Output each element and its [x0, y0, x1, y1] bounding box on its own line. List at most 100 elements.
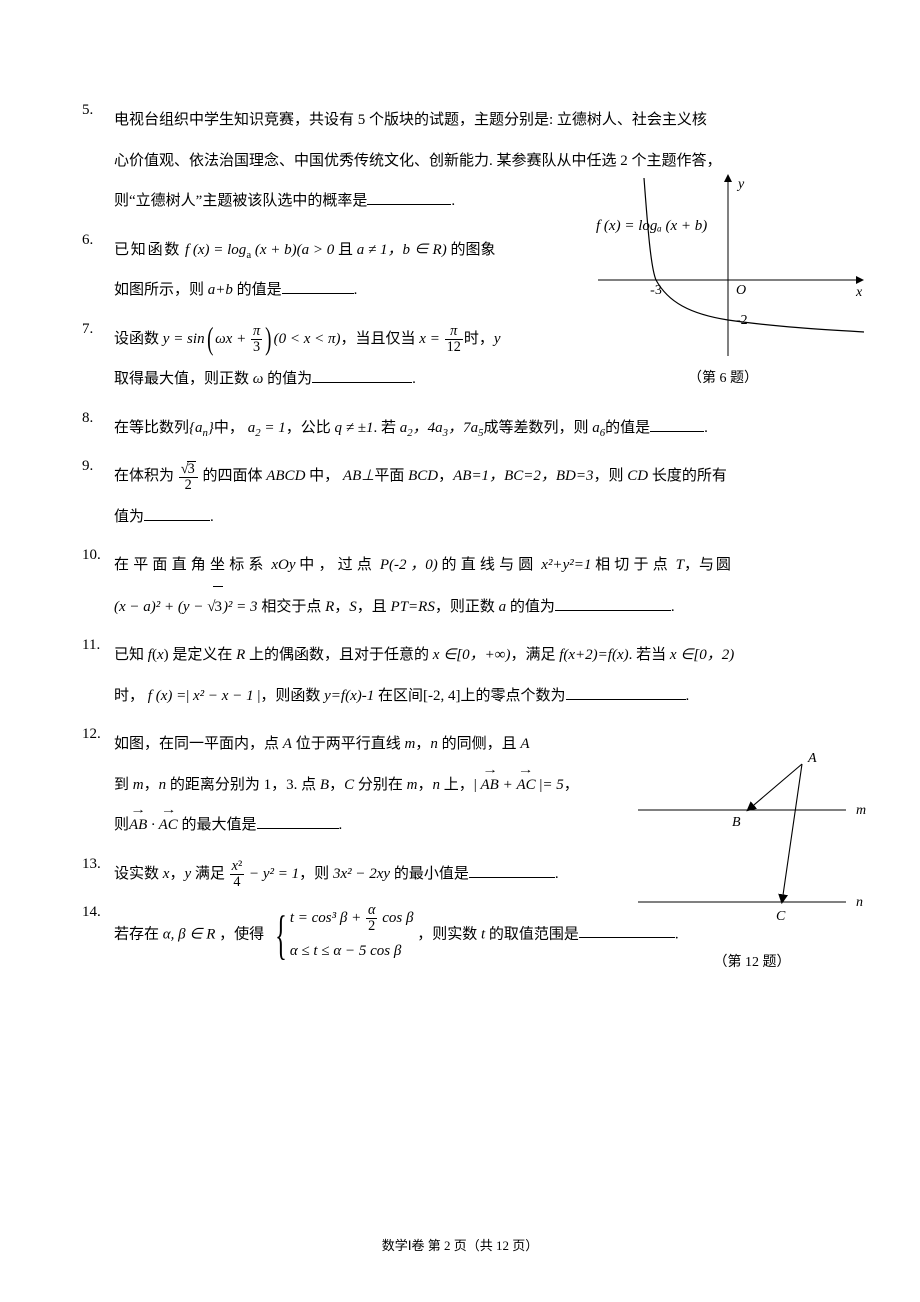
p6-post: 的图象 [450, 242, 495, 258]
p6-l2-pre: 如图所示，则 [114, 282, 204, 298]
figure-12-svg: A B C m n [632, 746, 872, 946]
p7-postx: 时，y [464, 331, 501, 347]
problem-10-body: 在平面直角坐标系 xOy 中，过点 P(-2 ，0) 的直线与圆 x²+y²=1… [114, 545, 830, 627]
p14-post-text: ，则实数 t 的取值范围是 [417, 926, 579, 942]
p5-l1: 电视台组织中学生知识竞赛，共设有 5 个版块的试题，主题分别是: 立德树人、社会… [114, 100, 830, 141]
p6-l2: 如图所示，则 a+b 的值是. [114, 270, 550, 311]
p14-pre: 若存在 [114, 926, 159, 942]
fig12-m: m [856, 803, 866, 818]
p12-l1: 如图，在同一平面内，点 A 位于两平行直线 m，n 的同侧，且 A [114, 724, 580, 765]
p6-fx: f (x) = loga [185, 242, 251, 258]
p14-mid: ，使得 [219, 926, 264, 942]
p8-blank [650, 417, 704, 432]
p9-m3: ，则 [593, 468, 623, 484]
p14-system: { t = cos³ β + α2 cos β α ≤ t ≤ α − 5 co… [268, 902, 414, 968]
p13-post: 的最小值是 [394, 866, 469, 882]
p9-cd: CD [627, 468, 648, 484]
p7-domain: (0 < x < π) [274, 331, 341, 347]
problem-11-num: 11. [82, 635, 114, 654]
p7-l1: 设函数 y = sin(ωx + π3)(0 < x < π)，当且仅当 x =… [114, 319, 550, 360]
problem-8-body: 在等比数列{an}中， a2 = 1，公比 q ≠ ±1. 若 a2，4a3，7… [114, 408, 830, 449]
p6-l2-expr: a+b [208, 282, 233, 298]
fig12-n: n [856, 895, 863, 910]
p9-pre: 在体积为 [114, 468, 174, 484]
problem-11-body: 已知 f(x) 是定义在 R 上的偶函数，且对于任意的 x ∈[0，+∞)，满足… [114, 635, 830, 716]
p6-arg: (x + b)(a > 0 [255, 242, 334, 258]
p7-mid: ，当且仅当 [341, 331, 416, 347]
p11-pre: 时， [114, 688, 144, 704]
figure-12: A B C m n （第 12 题） [632, 746, 872, 976]
p9-l2: 值为. [114, 497, 830, 538]
page-footer: 数学Ⅰ卷 第 2 页（共 12 页） [0, 1235, 920, 1254]
problem-9-body: 在体积为 32 的四面体 ABCD 中， AB⊥平面 BCD，AB=1，BC=2… [114, 456, 830, 537]
p12-l3-post: 的最大值是 [182, 817, 257, 833]
p11-mid: ，则函数 [260, 688, 320, 704]
p9-abcd: ABCD [266, 468, 305, 484]
p7-l2: 取得最大值，则正数 ω 的值为. [114, 359, 550, 400]
problem-10: 10. 在平面直角坐标系 xOy 中，过点 P(-2 ，0) 的直线与圆 x²+… [82, 545, 830, 627]
p5-blank [367, 190, 451, 205]
p11-blank [566, 685, 686, 700]
fig12-A: A [807, 751, 817, 766]
problem-8: 8. 在等比数列{an}中， a2 = 1，公比 q ≠ ±1. 若 a2，4a… [82, 408, 830, 449]
fig12-C: C [776, 909, 786, 924]
p11-l2: 时， f (x) =| x² − x − 1 |，则函数 y=f(x)-1 在区… [114, 676, 830, 717]
figure-12-caption: （第 12 题） [632, 951, 872, 971]
p6-l1: 已知函数 f (x) = loga (x + b)(a > 0 且 a ≠ 1，… [114, 230, 550, 271]
fig6-tick-y: -2 [736, 313, 748, 328]
p8-m3: . 若 [373, 420, 396, 436]
problem-6-num: 6. [82, 230, 114, 249]
p7-l2-post: 的值为 [267, 371, 312, 387]
p11-l1: 已知 f(x) 是定义在 R 上的偶函数，且对于任意的 x ∈[0，+∞)，满足… [114, 635, 830, 676]
p11-post: 在区间[-2, 4]上的零点个数为 [378, 688, 566, 704]
page-root: -3 -2 O x y f (x) = logₐ (x + b) （第 6 题）… [0, 0, 920, 1302]
p12-l2: 到 m，n 的距离分别为 1，3. 点 B，C 分别在 m，n 上，| AB +… [114, 765, 580, 806]
problem-10-num: 10. [82, 545, 114, 564]
fig6-fxlabel: f (x) = logₐ (x + b) [596, 218, 707, 234]
p9-l1: 在体积为 32 的四面体 ABCD 中， AB⊥平面 BCD，AB=1，BC=2… [114, 456, 830, 497]
p10-blank [555, 596, 671, 611]
p10-l1: 在平面直角坐标系 xOy 中，过点 P(-2 ，0) 的直线与圆 x²+y²=1… [114, 545, 830, 586]
p5-l3-text: 则“立德树人”主题被该队选中的概率是 [114, 193, 367, 209]
fig12-B: B [732, 815, 741, 830]
p7-blank [312, 368, 412, 383]
p8-m2: ，公比 [286, 420, 331, 436]
p9-post: 长度的所有 [652, 468, 727, 484]
p13-mid: ，则 [299, 866, 329, 882]
problem-9: 9. 在体积为 32 的四面体 ABCD 中， AB⊥平面 BCD，AB=1，B… [82, 456, 830, 537]
problem-5-num: 5. [82, 100, 114, 119]
problem-12-num: 12. [82, 724, 114, 743]
p9-l2t: 值为 [114, 509, 144, 525]
p6-pre: 已知函数 [114, 242, 181, 258]
p8-pre: 在等比数列 [114, 420, 189, 436]
figure-6-svg: -3 -2 O x y f (x) = logₐ (x + b) [578, 172, 868, 362]
problem-11: 11. 已知 f(x) 是定义在 R 上的偶函数，且对于任意的 x ∈[0，+∞… [82, 635, 830, 716]
fig6-ylabel: y [736, 177, 745, 192]
figure-6: -3 -2 O x y f (x) = logₐ (x + b) （第 6 题） [578, 172, 868, 392]
p13-blank [469, 863, 555, 878]
p9-m2: 中， [309, 468, 339, 484]
p9-m1: 的四面体 [202, 468, 262, 484]
p8-m1: 中， [214, 420, 244, 436]
p6-l2-post: 的值是 [237, 282, 282, 298]
p7-omega: ω [253, 371, 264, 387]
fig6-origin: O [736, 283, 746, 298]
p8-post: 的值是 [605, 420, 650, 436]
problem-14-num: 14. [82, 902, 114, 921]
figure-6-caption: （第 6 题） [578, 367, 868, 387]
fig6-xlabel: x [855, 285, 863, 300]
p10-l2: (x − a)² + (y − 3)² = 3 相交于点 R，S，且 PT=RS… [114, 586, 830, 628]
p8-l1: 在等比数列{an}中， a2 = 1，公比 q ≠ ±1. 若 a2，4a3，7… [114, 408, 830, 449]
p6-blank [282, 279, 354, 294]
p8-m4: 成等差数列，则 [483, 420, 588, 436]
p12-blank [257, 814, 339, 829]
p7-y: y = sin [163, 331, 205, 347]
problem-8-num: 8. [82, 408, 114, 427]
fig6-tick-x: -3 [650, 283, 662, 298]
p12-l3: 则AB · AC 的最大值是. [114, 805, 580, 846]
p7-l2-pre: 取得最大值，则正数 [114, 371, 249, 387]
problem-9-num: 9. [82, 456, 114, 475]
problem-7-num: 7. [82, 319, 114, 338]
problem-13-num: 13. [82, 854, 114, 873]
p7-pre: 设函数 [114, 331, 159, 347]
